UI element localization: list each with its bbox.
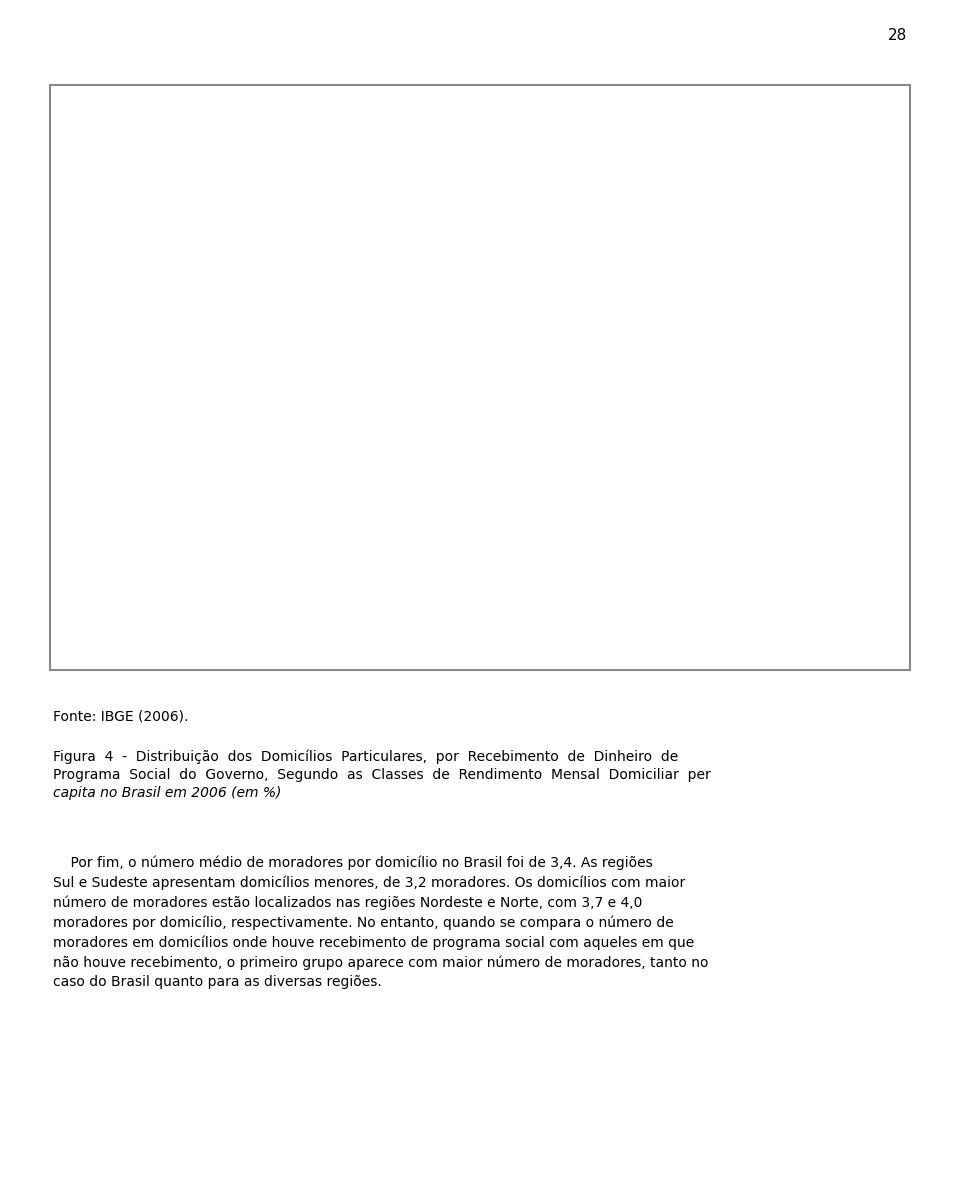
Text: moradores por domicílio, respectivamente. No entanto, quando se compara o número: moradores por domicílio, respectivamente… <box>53 915 674 930</box>
Text: 2 salários mínimos ou mais: 2 salários mínimos ou mais <box>285 638 475 651</box>
Text: Programa  Social  do  Governo,  Segundo  as  Classes  de  Rendimento  Mensal  Do: Programa Social do Governo, Segundo as C… <box>53 768 710 782</box>
Bar <box>708 188 780 455</box>
Text: 26,70%: 26,70% <box>801 213 850 226</box>
Text: não houve recebimento, o primeiro grupo aparece com maior número de moradores, t: não houve recebimento, o primeiro grupo … <box>53 955 708 969</box>
Bar <box>545 368 617 455</box>
Text: 10,30%: 10,30% <box>557 351 606 364</box>
Bar <box>255 510 276 533</box>
Text: número de moradores estão localizados nas regiões Nordeste e Norte, com 3,7 e 4,: número de moradores estão localizados na… <box>53 895 642 909</box>
Text: Sul e Sudeste apresentam domicílios menores, de 3,2 moradores. Os domicílios com: Sul e Sudeste apresentam domicílios meno… <box>53 875 685 889</box>
Text: 1/2 a menos de 1 salário mínimo: 1/2 a menos de 1 salário mínimo <box>285 575 514 588</box>
Bar <box>465 416 536 455</box>
Text: moradores em domicílios onde houve recebimento de programa social com aqueles em: moradores em domicílios onde houve receb… <box>53 934 694 950</box>
Bar <box>627 250 698 455</box>
Text: caso do Brasil quanto para as diversas regiões.: caso do Brasil quanto para as diversas r… <box>53 975 381 989</box>
Text: 28: 28 <box>888 27 907 43</box>
Text: capita no Brasil em 2006 (em %): capita no Brasil em 2006 (em %) <box>53 786 281 799</box>
Text: 8,50%: 8,50% <box>398 367 440 380</box>
Text: Por fim, o número médio de moradores por domicílio no Brasil foi de 3,4. As regi: Por fim, o número médio de moradores por… <box>53 854 653 870</box>
Text: 1 a menos de 2 salários mínimos: 1 a menos de 2 salários mínimos <box>285 606 515 619</box>
Text: 0,90%: 0,90% <box>480 431 520 445</box>
Text: Figura  4  -  Distribuição  dos  Domicílios  Particulares,  por  Recebimento  de: Figura 4 - Distribuição dos Domicílios P… <box>53 750 678 765</box>
Text: 1/4 a menos de 1/2 salário mínimo: 1/4 a menos de 1/2 salário mínimo <box>285 545 526 558</box>
Bar <box>255 635 276 656</box>
Text: 4,70%: 4,70% <box>480 399 520 412</box>
Text: 25,10%: 25,10% <box>151 227 200 239</box>
Bar <box>255 571 276 594</box>
Bar <box>789 229 861 455</box>
Bar <box>465 447 536 455</box>
Text: Fonte: IBGE (2006).: Fonte: IBGE (2006). <box>53 710 188 724</box>
Bar <box>139 243 211 455</box>
Bar <box>383 384 454 455</box>
Text: 28%: 28% <box>324 202 351 215</box>
Text: 31,70%: 31,70% <box>719 171 768 184</box>
Bar <box>221 147 292 455</box>
Text: 36,50%: 36,50% <box>231 130 281 143</box>
Bar <box>301 219 373 455</box>
Bar <box>255 541 276 563</box>
Bar <box>255 602 276 624</box>
Text: 24,30%: 24,30% <box>638 233 687 246</box>
Text: Sem rendimento a menos de 1/4 do sálario mínimo: Sem rendimento a menos de 1/4 do sálario… <box>285 514 642 527</box>
